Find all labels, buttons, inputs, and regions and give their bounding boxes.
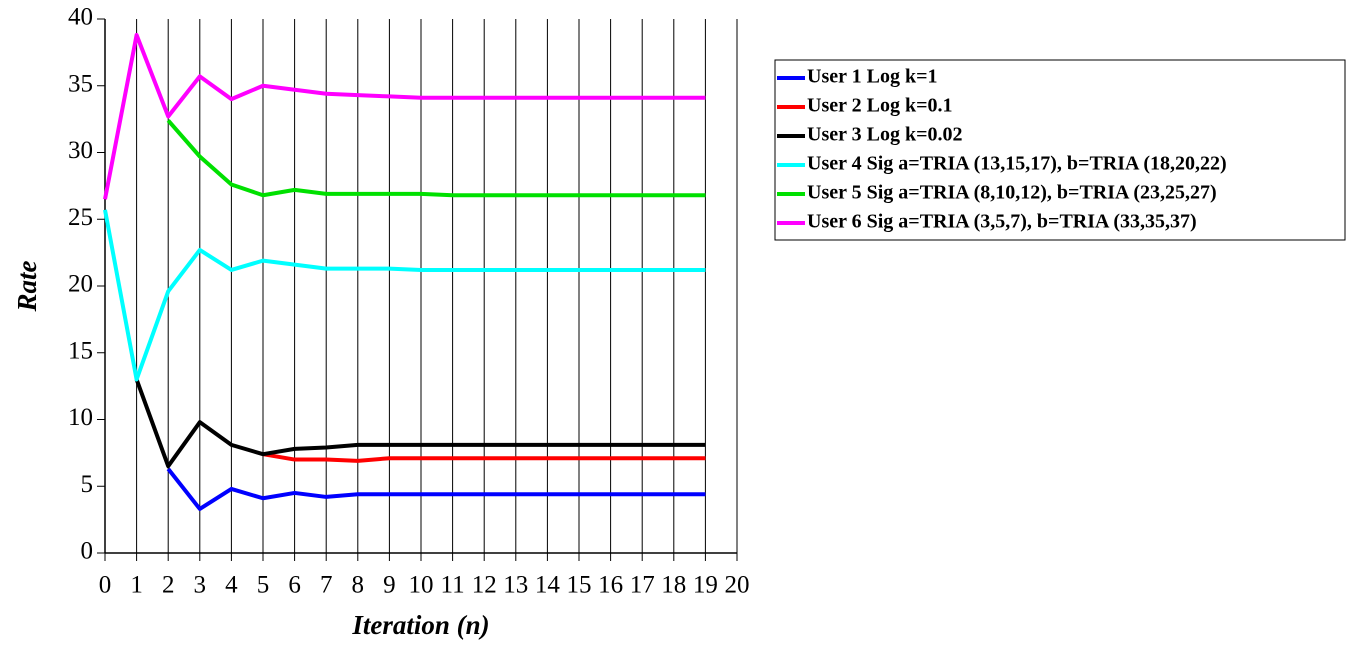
x-tick-label: 19 xyxy=(693,572,718,599)
x-axis-title: Iteration (n) xyxy=(351,610,489,640)
series-line xyxy=(166,119,706,198)
x-tick-label: 5 xyxy=(257,572,270,599)
y-tick-label: 35 xyxy=(68,70,93,97)
x-tick-label: 12 xyxy=(472,572,497,599)
x-tick-label: 20 xyxy=(725,572,750,599)
y-tick-label: 15 xyxy=(68,337,93,364)
y-tick-label: 30 xyxy=(68,137,93,164)
x-tick-label: 9 xyxy=(383,572,396,599)
y-tick-label: 20 xyxy=(68,271,93,298)
series-line xyxy=(166,467,706,511)
x-tick-label: 11 xyxy=(441,572,465,599)
y-tick-label: 0 xyxy=(81,538,94,565)
x-tick-label: 17 xyxy=(630,572,655,599)
series-line xyxy=(262,452,706,463)
x-tick-label: 16 xyxy=(598,572,623,599)
x-tick-label: 3 xyxy=(194,572,207,599)
x-tick-label: 10 xyxy=(409,572,434,599)
x-tick-label: 15 xyxy=(567,572,592,599)
x-tick-label: 14 xyxy=(535,572,561,599)
x-tick-label: 18 xyxy=(661,572,686,599)
x-tick-label: 13 xyxy=(503,572,528,599)
legend-label: User 3 Log k=0.02 xyxy=(807,124,962,146)
x-tick-label: 2 xyxy=(162,572,175,599)
series-line xyxy=(103,33,706,200)
legend-label: User 5 Sig a=TRIA (8,10,12), b=TRIA (23,… xyxy=(807,182,1217,204)
series-line xyxy=(134,378,706,469)
y-tick-label: 25 xyxy=(68,204,93,231)
legend-label: User 1 Log k=1 xyxy=(807,66,937,88)
x-tick-label: 0 xyxy=(99,572,112,599)
legend-box xyxy=(774,59,1346,241)
legend-label: User 2 Log k=0.1 xyxy=(807,95,952,117)
legend-label: User 4 Sig a=TRIA (13,15,17), b=TRIA (18… xyxy=(807,153,1227,175)
x-tick-label: 6 xyxy=(288,572,301,599)
legend-label: User 6 Sig a=TRIA (3,5,7), b=TRIA (33,35… xyxy=(807,211,1197,233)
series-line xyxy=(103,209,706,382)
x-tick-label: 1 xyxy=(130,572,143,599)
x-tick-label: 8 xyxy=(352,572,365,599)
y-axis-title: Rate xyxy=(12,260,42,312)
y-tick-label: 5 xyxy=(81,471,94,498)
y-tick-label: 10 xyxy=(68,404,93,431)
x-tick-label: 4 xyxy=(225,572,238,599)
x-tick-label: 7 xyxy=(320,572,333,599)
y-tick-label: 40 xyxy=(68,4,93,31)
